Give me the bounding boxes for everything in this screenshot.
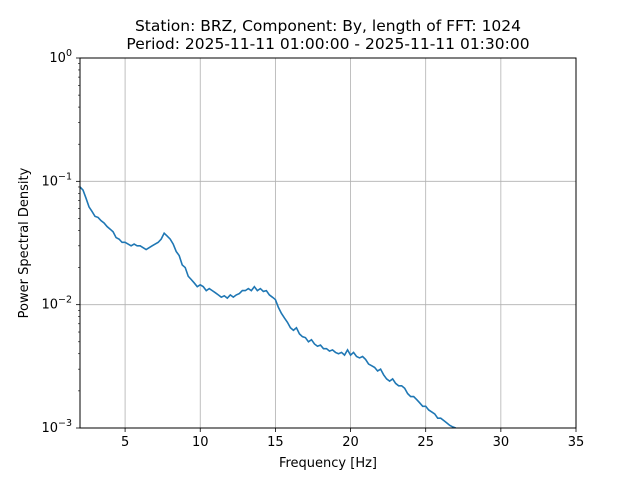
y-tick-label: 10−1 xyxy=(41,171,72,189)
chart-title-line1: Station: BRZ, Component: By, length of F… xyxy=(135,17,521,35)
y-tick-label: 10−2 xyxy=(41,295,72,313)
x-tick-label: 35 xyxy=(568,435,585,450)
x-tick-label: 15 xyxy=(267,435,284,450)
x-axis-label: Frequency [Hz] xyxy=(279,456,377,471)
x-tick-label: 30 xyxy=(493,435,510,450)
x-tick-label: 5 xyxy=(121,435,129,450)
y-axis-label: Power Spectral Density xyxy=(17,167,32,318)
psd-series-line xyxy=(80,186,457,428)
y-tick-label: 100 xyxy=(49,48,72,66)
plot-area-background xyxy=(80,58,576,428)
x-tick-label: 10 xyxy=(192,435,209,450)
plot-frame xyxy=(79,57,577,429)
x-tick-label: 25 xyxy=(417,435,434,450)
y-tick-label: 10−3 xyxy=(41,418,72,436)
axis-ticks: 5 10 15 20 25 30 35 10−3 10−2 10−1 100 xyxy=(41,48,584,450)
chart-title-line2: Period: 2025-11-11 01:00:00 - 2025-11-11… xyxy=(126,35,529,53)
x-tick-label: 20 xyxy=(342,435,359,450)
